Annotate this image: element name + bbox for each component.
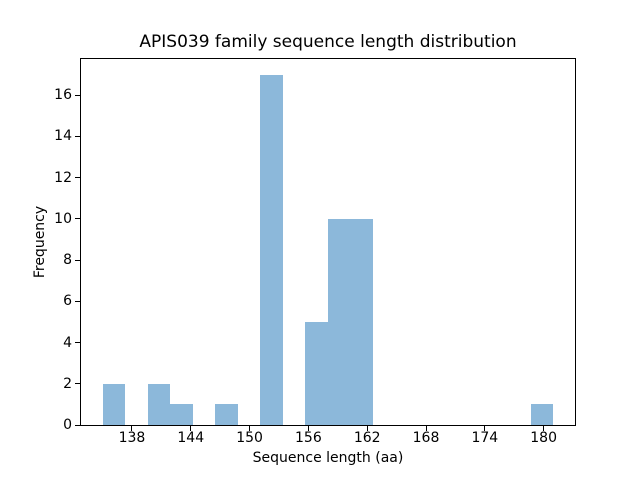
x-tick-mark xyxy=(366,426,368,431)
x-tick-mark xyxy=(484,426,486,431)
histogram-bar xyxy=(170,404,193,425)
y-tick-label: 0 xyxy=(63,417,72,433)
x-tick-label: 174 xyxy=(471,430,499,446)
y-tick-label: 10 xyxy=(54,210,72,227)
y-tick-label: 2 xyxy=(63,375,72,392)
histogram-bar xyxy=(215,404,238,425)
x-tick-label: 150 xyxy=(236,430,263,446)
y-tick-label: 6 xyxy=(63,293,72,310)
x-tick-mark xyxy=(307,426,309,431)
y-tick-mark xyxy=(75,135,80,137)
histogram-bar xyxy=(350,218,374,425)
x-tick-mark xyxy=(190,426,192,431)
histogram-bar xyxy=(530,404,554,425)
y-tick-label: 8 xyxy=(63,252,72,269)
y-tick-label: 14 xyxy=(54,128,72,145)
y-tick-mark xyxy=(75,259,80,261)
y-tick-mark xyxy=(75,342,80,344)
x-tick-label: 168 xyxy=(412,430,440,446)
chart-title: APIS039 family sequence length distribut… xyxy=(139,32,517,52)
x-axis-label: Sequence length (aa) xyxy=(252,450,404,466)
histogram-bar xyxy=(260,74,283,425)
y-tick-mark xyxy=(75,424,80,426)
y-tick-mark xyxy=(75,383,80,385)
histogram-bar xyxy=(328,218,351,425)
x-tick-mark xyxy=(425,426,427,431)
x-tick-mark xyxy=(131,426,133,431)
x-tick-label: 144 xyxy=(177,430,205,446)
y-tick-label: 12 xyxy=(54,169,72,186)
y-tick-mark xyxy=(75,300,80,302)
histogram-bar xyxy=(102,383,126,425)
y-tick-mark xyxy=(75,177,80,179)
y-axis-label: Frequency xyxy=(32,205,48,279)
x-tick-mark xyxy=(249,426,251,431)
y-tick-mark xyxy=(75,94,80,96)
y-tick-label: 4 xyxy=(63,334,72,351)
y-tick-label: 16 xyxy=(54,87,72,104)
y-tick-mark xyxy=(75,218,80,220)
x-tick-label: 156 xyxy=(295,430,322,446)
histogram-bar xyxy=(305,321,328,425)
x-tick-label: 180 xyxy=(530,430,557,446)
histogram-bar xyxy=(147,383,171,425)
x-tick-label: 138 xyxy=(118,430,146,446)
x-tick-label: 162 xyxy=(353,430,381,446)
x-tick-mark xyxy=(543,426,545,431)
